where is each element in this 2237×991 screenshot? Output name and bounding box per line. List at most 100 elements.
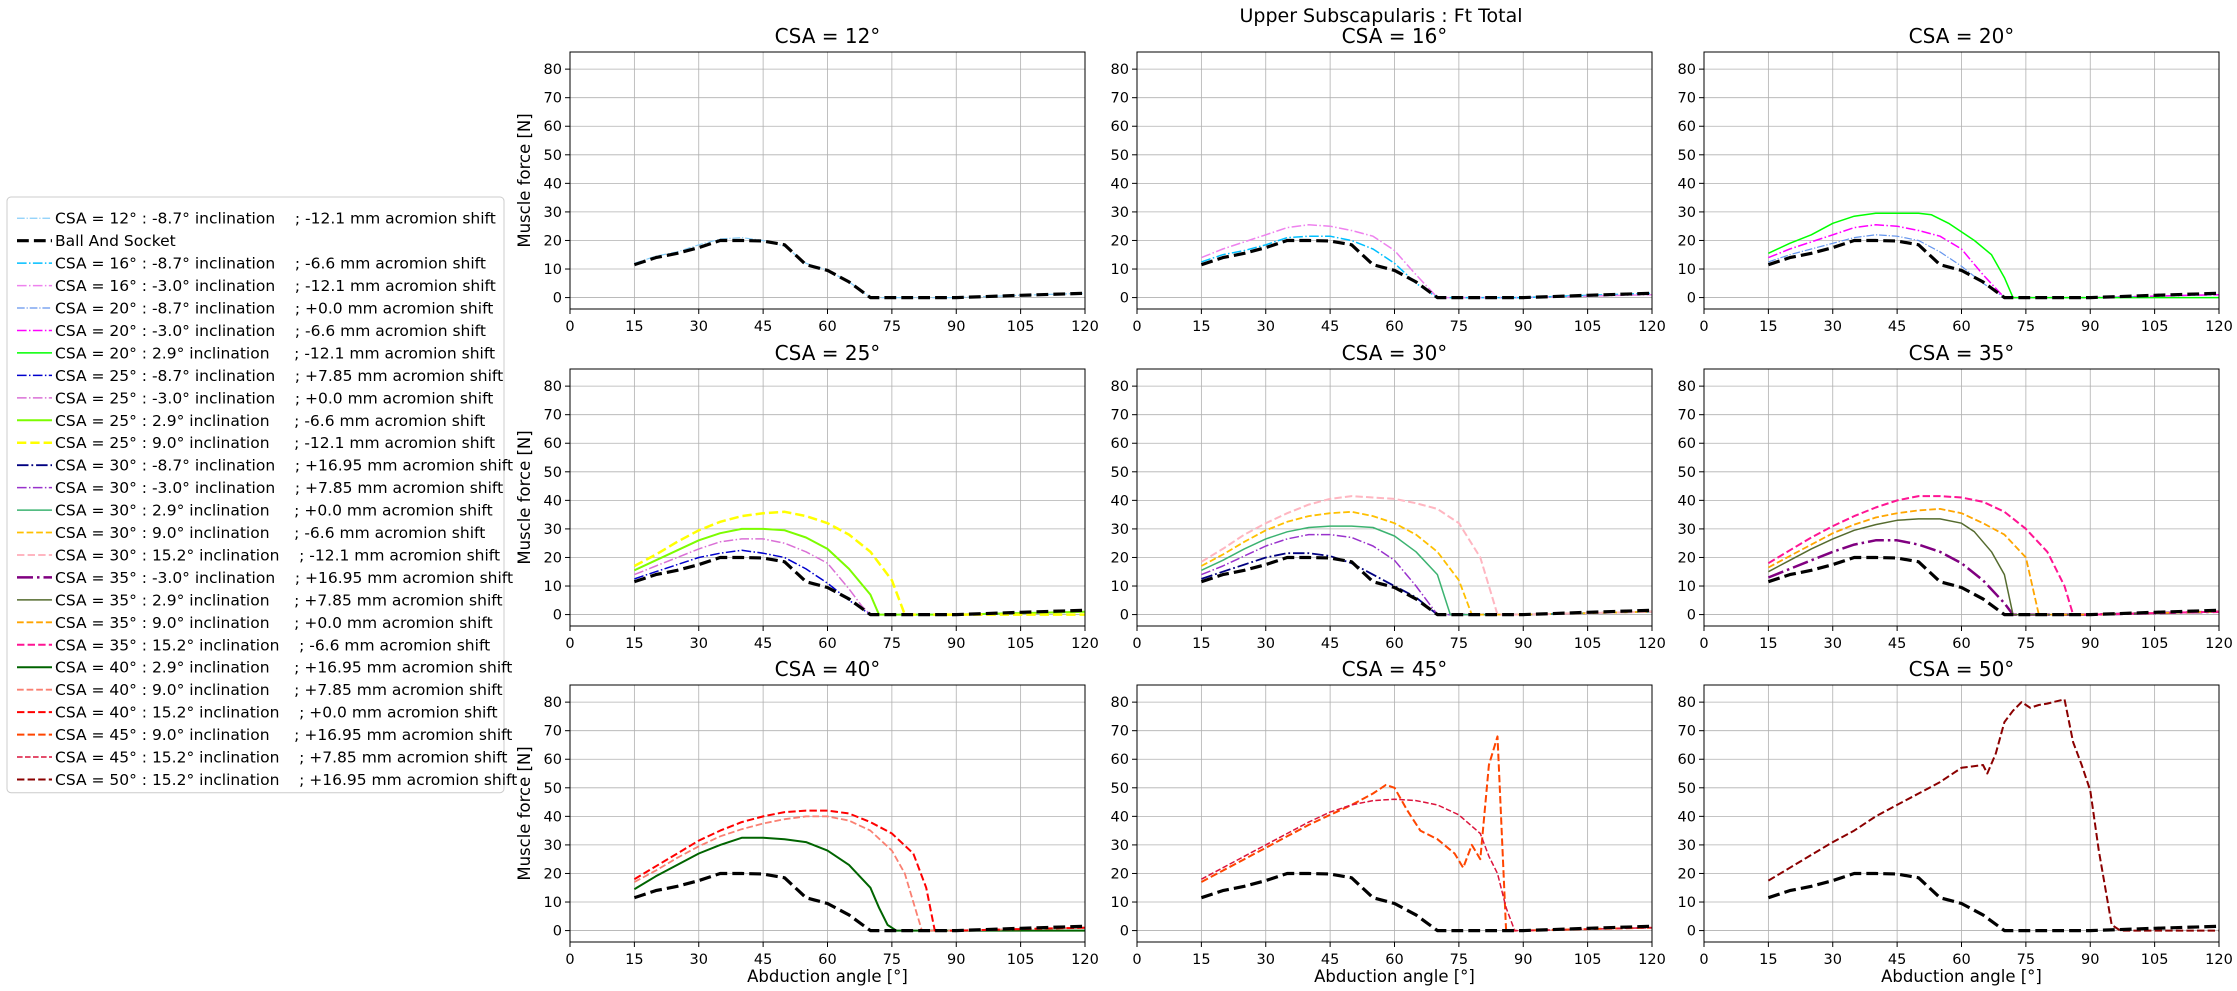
series-lines <box>1767 212 2219 300</box>
x-tick-label: 60 <box>1952 636 1970 652</box>
x-tick-label: 0 <box>565 952 574 968</box>
subplot-csa-panel: 0 15 30 45 60 75 90 105 120 0 10 20 30 40 50 60 70 80 CSA … <box>1111 657 1666 986</box>
legend-label: CSA = 40° : 2.9° inclination ; +16.95 mm… <box>55 659 512 677</box>
x-tick-label: 105 <box>1007 636 1035 652</box>
y-tick-label: 20 <box>544 550 562 566</box>
x-tick-label: 60 <box>818 636 836 652</box>
x-tick-label: 0 <box>1699 319 1708 335</box>
legend-entry: CSA = 25° : 2.9° inclination ; -6.6 mm a… <box>17 412 485 430</box>
x-tick-label: 105 <box>1574 952 1602 968</box>
subplot-csa-panel: 0 15 30 45 60 75 90 105 120 0 10 20 30 40 50 60 70 80 CSA … <box>1678 341 2233 652</box>
y-tick-label: 80 <box>544 62 562 78</box>
y-tick-label: 60 <box>1678 752 1696 768</box>
figure-suptitle: Upper Subscapularis : Ft Total <box>1239 5 1522 27</box>
x-tick-label: 30 <box>1824 319 1842 335</box>
x-tick-label: 90 <box>1514 636 1532 652</box>
y-tick-label: 20 <box>1111 550 1129 566</box>
y-tick-label: 60 <box>1678 119 1696 135</box>
x-tick-label: 0 <box>565 319 574 335</box>
series-line-bas <box>1200 871 1652 933</box>
x-tick-label: 0 <box>1132 319 1141 335</box>
x-tick-label: 120 <box>2205 952 2233 968</box>
subplot-csa-panel: 0 15 30 45 60 75 90 105 120 0 10 20 30 40 50 60 70 80 CSA … <box>1111 24 1666 335</box>
y-tick-label: 80 <box>1678 695 1696 711</box>
x-tick-label: 30 <box>1257 952 1275 968</box>
legend-label: CSA = 12° : -8.7° inclination ; -12.1 mm… <box>55 210 496 228</box>
series-lines <box>633 809 1085 933</box>
y-tick-label: 80 <box>1111 379 1129 395</box>
gridlines <box>569 52 1086 309</box>
y-tick-label: 10 <box>544 895 562 911</box>
legend-entry: CSA = 45° : 15.2° inclination ; +7.85 mm… <box>17 749 507 767</box>
legend-entry: CSA = 40° : 9.0° inclination ; +7.85 mm … <box>17 681 503 699</box>
subplot-title: CSA = 25° <box>775 341 881 365</box>
legend-entry: CSA = 20° : 2.9° inclination ; -12.1 mm … <box>17 344 495 362</box>
subplot-csa-panel: 0 15 30 45 60 75 90 105 120 0 10 20 30 40 50 60 70 80 CSA … <box>1678 24 2233 335</box>
subplot-title: CSA = 16° <box>1342 24 1448 48</box>
subplot-title: CSA = 35° <box>1909 341 2015 365</box>
y-tick-label: 40 <box>544 493 562 509</box>
x-tick-label: 120 <box>2205 319 2233 335</box>
y-tick-label: 80 <box>1678 62 1696 78</box>
y-tick-label: 20 <box>1678 866 1696 882</box>
legend-label: CSA = 20° : 2.9° inclination ; -12.1 mm … <box>55 344 495 362</box>
x-axis-label: Abduction angle [°] <box>747 967 908 986</box>
x-tick-label: 15 <box>1759 952 1777 968</box>
x-tick-label: 60 <box>818 319 836 335</box>
y-tick-label: 80 <box>1678 379 1696 395</box>
x-tick-label: 120 <box>1638 319 1666 335</box>
series-lines <box>1200 495 1652 617</box>
legend-entry: CSA = 30° : 2.9° inclination ; +0.0 mm a… <box>17 502 493 520</box>
y-tick-label: 80 <box>1111 695 1129 711</box>
y-tick-label: 30 <box>1111 838 1129 854</box>
series-line-bas <box>1767 555 2219 617</box>
y-tick-label: 60 <box>1678 436 1696 452</box>
x-tick-label: 75 <box>883 636 901 652</box>
y-tick-label: 70 <box>1111 724 1129 740</box>
legend-label: CSA = 45° : 15.2° inclination ; +7.85 mm… <box>55 749 507 767</box>
y-tick-label: 30 <box>544 522 562 538</box>
x-tick-label: 90 <box>947 636 965 652</box>
y-tick-label: 80 <box>1111 62 1129 78</box>
x-tick-label: 45 <box>1888 319 1906 335</box>
subplot-csa-panel: 0 15 30 45 60 75 90 105 120 0 10 20 30 40 50 60 70 80 CSA … <box>1111 341 1666 652</box>
legend-label: CSA = 25° : -3.0° inclination ; +0.0 mm … <box>55 389 493 407</box>
y-tick-label: 60 <box>1111 119 1129 135</box>
legend-label: CSA = 40° : 9.0° inclination ; +7.85 mm … <box>55 681 503 699</box>
y-tick-label: 0 <box>1687 291 1696 307</box>
x-tick-label: 105 <box>2141 319 2169 335</box>
y-tick-label: 50 <box>544 148 562 164</box>
x-tick-label: 90 <box>1514 319 1532 335</box>
x-tick-label: 15 <box>625 636 643 652</box>
y-tick-label: 10 <box>544 262 562 278</box>
legend-label: CSA = 35° : 2.9° inclination ; +7.85 mm … <box>55 591 503 609</box>
x-tick-label: 30 <box>690 319 708 335</box>
x-tick-label: 75 <box>883 319 901 335</box>
legend-entry: CSA = 35° : 15.2° inclination ; -6.6 mm … <box>17 636 490 654</box>
x-tick-label: 15 <box>625 319 643 335</box>
x-tick-label: 45 <box>754 952 772 968</box>
x-tick-label: 90 <box>2081 319 2099 335</box>
x-tick-label: 45 <box>754 636 772 652</box>
y-tick-label: 0 <box>1687 608 1696 624</box>
y-tick-label: 10 <box>1111 262 1129 278</box>
legend-label: CSA = 35° : 15.2° inclination ; -6.6 mm … <box>55 636 490 654</box>
series-lines <box>1200 735 1652 933</box>
legend-entry: CSA = 45° : 9.0° inclination ; +16.95 mm… <box>17 726 512 744</box>
y-tick-label: 70 <box>544 91 562 107</box>
y-tick-label: 40 <box>1678 176 1696 192</box>
x-tick-label: 30 <box>690 636 708 652</box>
series-line-s1 <box>634 237 1085 299</box>
subplot-title: CSA = 20° <box>1909 24 2015 48</box>
y-tick-label: 10 <box>544 579 562 595</box>
x-tick-label: 90 <box>1514 952 1532 968</box>
legend-entry: CSA = 30° : 9.0° inclination ; -6.6 mm a… <box>17 524 485 542</box>
x-tick-label: 60 <box>1952 319 1970 335</box>
y-tick-label: 70 <box>1678 724 1696 740</box>
y-tick-label: 40 <box>1678 493 1696 509</box>
x-tick-label: 60 <box>1952 952 1970 968</box>
y-tick-label: 30 <box>1111 205 1129 221</box>
y-tick-label: 50 <box>1678 781 1696 797</box>
y-tick-label: 10 <box>1678 579 1696 595</box>
x-tick-label: 120 <box>1071 636 1099 652</box>
